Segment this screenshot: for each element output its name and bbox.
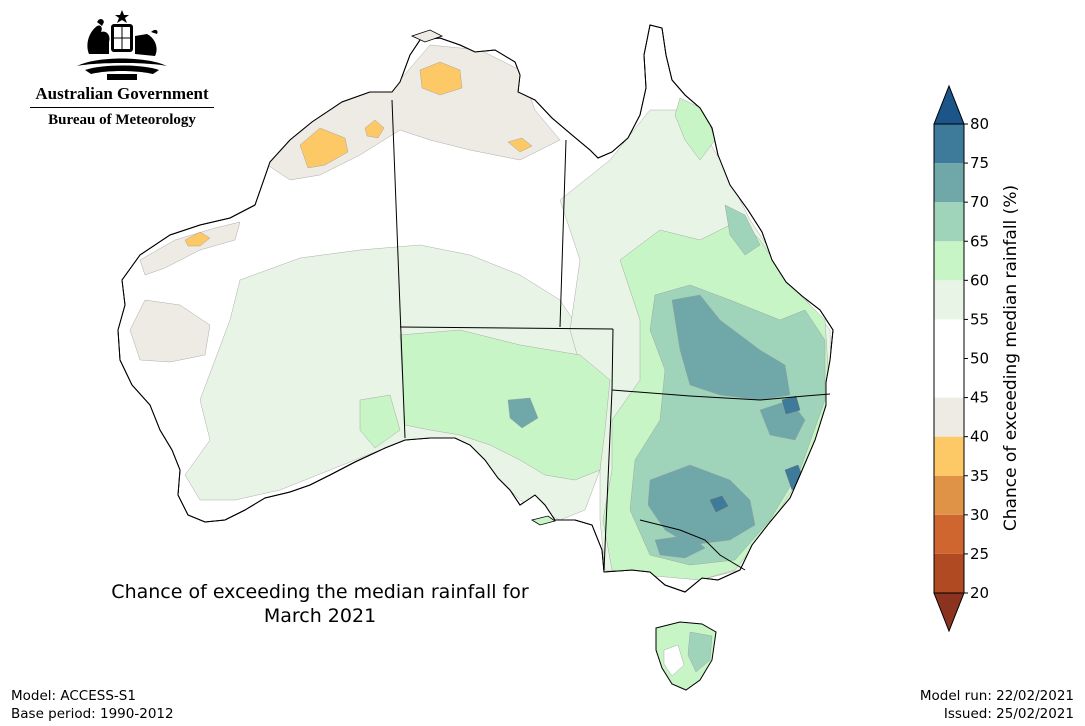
bureau-name: Bureau of Meteorology	[48, 112, 196, 128]
tasmania-east-zone	[687, 631, 713, 673]
base-period: Base period: 1990-2012	[11, 706, 174, 722]
kangaroo-island	[530, 515, 556, 526]
colorbar-bin	[934, 358, 964, 398]
model-run-date: Model run: 22/02/2021	[919, 688, 1074, 704]
map-title-line2: March 2021	[263, 605, 377, 627]
colorbar-bins	[934, 124, 964, 593]
colorbar-ticks: 20 25 30 35 40 45 50 55 60 65 70 75 80	[964, 115, 989, 602]
zone-75-80	[709, 495, 729, 513]
colorbar-over-arrow	[933, 84, 965, 125]
colorbar-bin	[934, 319, 964, 359]
colorbar-under-arrow	[933, 592, 965, 633]
border-sa-east	[603, 389, 613, 571]
bom-logo-block: Australian Government Bureau of Meteorol…	[22, 8, 222, 129]
colorbar-title: Chance of exceeding median rainfall (%)	[1001, 185, 1021, 531]
zone-35-40	[184, 231, 211, 247]
melville-island	[410, 29, 444, 43]
coastline	[117, 24, 834, 593]
issued-date: Issued: 25/02/2021	[943, 706, 1074, 722]
colorbar-bin	[934, 514, 964, 554]
agency-name: Australian Government	[35, 84, 209, 103]
model-name: Model: ACCESS-S1	[11, 688, 136, 704]
colorbar-bin	[934, 553, 964, 593]
colorbar-tick-label: 70	[970, 193, 989, 211]
map-title-line1: Chance of exceeding the median rainfall …	[111, 581, 529, 603]
colorbar-bin	[934, 241, 964, 281]
colorbar-tick-label: 30	[970, 506, 989, 524]
run-info: Model run: 22/02/2021 Issued: 25/02/2021	[920, 687, 1074, 723]
logo-divider	[30, 107, 214, 108]
zone-35-40	[419, 61, 463, 96]
zone-70-75	[671, 294, 791, 401]
colorbar-tick-label: 50	[970, 350, 989, 368]
colorbar-tick-label: 65	[970, 232, 989, 250]
colorbar-tick-label: 40	[970, 428, 989, 446]
border-nt-sa	[399, 326, 614, 330]
coat-of-arms-icon	[77, 10, 167, 80]
colorbar-tick-label: 60	[970, 271, 989, 289]
zone-70-75	[507, 397, 539, 429]
colorbar-bin	[934, 280, 964, 320]
border-qld-nsw	[611, 389, 831, 401]
rainfall-probability-shading	[129, 44, 833, 581]
zone-35-40	[507, 137, 533, 153]
australia-rainfall-map	[117, 24, 834, 691]
colorbar-tick-label: 45	[970, 389, 989, 407]
colorbar-tick-label: 35	[970, 467, 989, 485]
zone-70-75	[647, 464, 756, 546]
map-title: Chance of exceeding the median rainfall …	[70, 580, 570, 628]
colorbar-tick-label: 75	[970, 154, 989, 172]
zone-70-75	[654, 534, 706, 559]
colorbar-legend: 20 25 30 35 40 45 50 55 60 65 70 75 80 Chance of exc…	[933, 84, 1021, 633]
zone-60-65	[359, 394, 401, 449]
colorbar-bin	[934, 202, 964, 242]
colorbar-bin	[934, 475, 964, 515]
border-wa	[391, 99, 406, 439]
zone-35-40	[364, 119, 385, 139]
colorbar-tick-label: 25	[970, 545, 989, 563]
zone-40-45	[129, 299, 211, 363]
colorbar-tick-label: 80	[970, 115, 989, 133]
model-info: Model: ACCESS-S1 Base period: 1990-2012	[11, 687, 174, 723]
zone-35-40	[299, 127, 349, 169]
colorbar-tick-label: 20	[970, 584, 989, 602]
zone-60-65	[399, 329, 611, 481]
colorbar-bin	[934, 397, 964, 437]
state-borders	[391, 99, 831, 571]
border-nt-qld	[559, 139, 567, 328]
border-sa-qld	[611, 328, 614, 391]
colorbar-bin	[934, 124, 964, 164]
zone-40-45	[139, 221, 241, 276]
border-nsw-vic	[639, 519, 746, 571]
zone-65-70	[724, 204, 761, 256]
colorbar-bin	[934, 436, 964, 476]
colorbar-bin	[934, 163, 964, 203]
colorbar-tick-label: 55	[970, 310, 989, 328]
tasmania-west-zone	[663, 644, 685, 677]
